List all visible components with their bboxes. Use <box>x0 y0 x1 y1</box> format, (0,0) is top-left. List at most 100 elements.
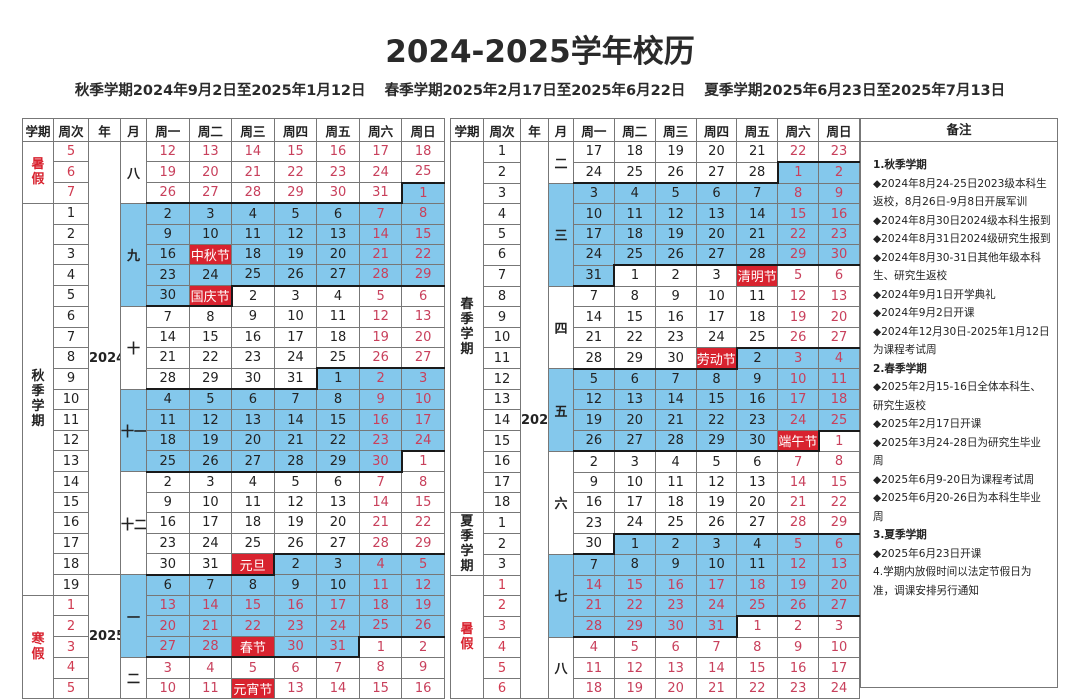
day-cell: 2 <box>401 635 445 658</box>
summer-semester-dates: 夏季学期2025年6月23日至2025年7月13日 <box>704 83 1006 99</box>
week-row: 春季学期12025二17181920212223 <box>450 140 860 699</box>
day-cell: 18 <box>358 595 403 617</box>
holiday-cell: 国庆节 <box>188 285 233 307</box>
day-cell: 11 <box>146 409 190 431</box>
day-cell: 16 <box>316 140 360 163</box>
day-cell: 25 <box>654 512 697 535</box>
day-cell: 3 <box>613 450 656 473</box>
week-row: 18 30 31 元旦 2 3 4 5 <box>23 552 445 576</box>
week-row: 10 21 22 23 24 25 26 27 <box>451 326 860 349</box>
week-number: 5 <box>483 223 521 245</box>
day-cell: 30 <box>818 243 860 266</box>
column-header: 周二 <box>188 118 233 142</box>
semester-label: 春季学期 <box>450 140 484 514</box>
day-cell: 17 <box>613 492 656 514</box>
day-cell: 21 <box>695 677 738 699</box>
day-cell: 14 <box>573 306 615 328</box>
day-cell: 13 <box>818 285 860 308</box>
week-row: 寒假 1 13 14 15 16 17 18 19 <box>22 595 445 699</box>
day-cell: 8 <box>316 388 360 411</box>
notes-item: ◆2025年6月23日开课 <box>873 547 982 560</box>
month-label: 十二 <box>120 471 147 576</box>
day-cell: 9 <box>146 223 190 245</box>
day-cell: 1 <box>613 264 656 287</box>
day-cell: 27 <box>316 264 360 287</box>
notes-item: ◆2024年12月30日-2025年1月12日为课程考试周 <box>873 325 1050 357</box>
day-cell: 9 <box>146 492 190 514</box>
year-label: 2025 <box>520 140 549 699</box>
day-cell: 28 <box>736 243 779 266</box>
week-number: 4 <box>53 656 89 679</box>
day-cell: 31 <box>273 367 318 390</box>
day-cell: 20 <box>818 574 860 597</box>
day-cell: 25 <box>401 161 445 184</box>
day-cell: 31 <box>316 636 360 658</box>
day-cell: 9 <box>358 388 403 411</box>
notes-panel: 备注 1.秋季学期 ◆2024年8月24-25日2023级本科生返校，8月26日-… <box>860 118 1058 688</box>
day-cell: 30 <box>654 615 697 638</box>
day-cell: 11 <box>818 368 860 391</box>
notes-item: ◆2025年2月17日开课 <box>873 418 982 430</box>
week-row: 13 25 26 27 28 29 30 1 <box>23 449 445 473</box>
column-header: 学期 <box>450 118 484 142</box>
day-cell: 13 <box>818 553 860 576</box>
day-cell: 22 <box>401 243 445 266</box>
day-cell: 13 <box>146 595 190 617</box>
day-cell: 29 <box>401 264 445 287</box>
week-row: 13 12 13 14 15 16 17 18 <box>451 389 860 411</box>
day-cell: 24 <box>273 346 318 369</box>
day-cell: 23 <box>777 677 820 699</box>
day-cell: 16 <box>231 326 275 348</box>
day-cell: 16 <box>654 574 697 597</box>
day-cell: 28 <box>358 532 403 555</box>
day-cell: 24 <box>188 532 233 555</box>
week-row: 6 24 25 26 27 28 29 30 <box>451 243 860 266</box>
day-cell: 11 <box>654 471 697 494</box>
day-cell: 1 <box>776 161 820 184</box>
day-cell: 30 <box>146 553 190 576</box>
day-cell: 8 <box>695 367 738 391</box>
week-row: 14 19 20 21 22 23 24 25 <box>451 409 860 432</box>
week-number: 15 <box>483 430 521 452</box>
day-cell: 29 <box>188 367 233 390</box>
day-cell: 29 <box>316 450 360 473</box>
week-number: 1 <box>53 202 89 225</box>
month-label: 八 <box>120 141 147 204</box>
day-cell: 16 <box>777 657 820 679</box>
day-cell: 27 <box>695 161 738 184</box>
day-cell: 6 <box>818 532 860 555</box>
week-number: 6 <box>483 677 521 699</box>
day-cell: 8 <box>401 471 445 494</box>
day-cell: 12 <box>777 553 820 576</box>
day-cell: 14 <box>654 389 697 411</box>
day-cell: 19 <box>573 409 615 432</box>
day-cell: 8 <box>613 285 656 308</box>
day-cell: 16 <box>736 389 779 411</box>
day-cell: 23 <box>146 532 190 555</box>
week-number: 18 <box>53 553 89 576</box>
day-cell: 10 <box>573 203 615 225</box>
day-cell: 19 <box>146 161 190 184</box>
week-row: 夏季学期 1 23 24 25 26 27 28 29 <box>450 512 860 576</box>
week-number: 10 <box>483 326 521 349</box>
day-cell: 15 <box>188 326 233 348</box>
notes-section-heading: 3.夏季学期 <box>873 529 927 541</box>
day-cell: 9 <box>573 471 615 494</box>
day-cell: 4 <box>818 346 860 370</box>
day-cell: 26 <box>654 161 697 184</box>
day-cell: 9 <box>736 368 779 391</box>
day-cell: 21 <box>573 326 615 349</box>
day-cell: 20 <box>736 492 779 514</box>
day-cell: 5 <box>273 470 318 494</box>
day-cell: 1 <box>735 615 779 638</box>
day-cell: 2 <box>146 202 190 225</box>
day-cell: 18 <box>316 326 360 348</box>
day-cell: 14 <box>358 492 403 514</box>
day-cell: 9 <box>401 656 445 679</box>
day-cell: 9 <box>273 574 318 597</box>
day-cell: 4 <box>654 450 697 473</box>
semester-label: 寒假 <box>22 595 54 699</box>
day-cell: 11 <box>231 223 275 245</box>
day-cell: 15 <box>613 306 656 328</box>
day-cell: 19 <box>188 429 233 452</box>
